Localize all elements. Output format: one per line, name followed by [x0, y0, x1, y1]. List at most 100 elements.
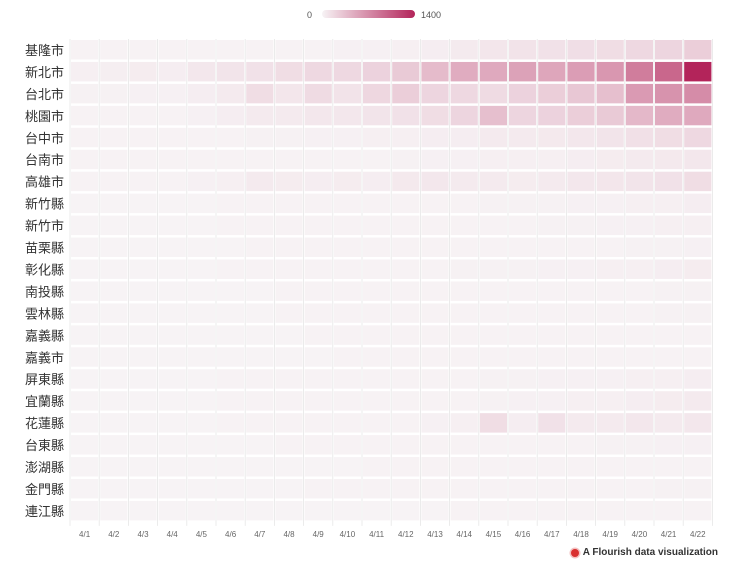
- heatmap-cell[interactable]: [246, 237, 274, 257]
- heatmap-cell[interactable]: [187, 435, 215, 455]
- heatmap-cell[interactable]: [363, 259, 391, 279]
- heatmap-cell[interactable]: [509, 149, 537, 170]
- heatmap-cell[interactable]: [363, 127, 391, 148]
- heatmap-cell[interactable]: [684, 479, 712, 499]
- heatmap-cell[interactable]: [684, 171, 712, 192]
- heatmap-cell[interactable]: [479, 435, 507, 455]
- heatmap-cell[interactable]: [363, 61, 391, 82]
- heatmap-cell[interactable]: [479, 325, 507, 345]
- heatmap-cell[interactable]: [450, 259, 478, 279]
- heatmap-cell[interactable]: [479, 171, 507, 192]
- heatmap-cell[interactable]: [421, 500, 449, 521]
- heatmap-cell[interactable]: [421, 413, 449, 433]
- heatmap-cell[interactable]: [71, 479, 99, 499]
- heatmap-cell[interactable]: [304, 435, 332, 455]
- heatmap-cell[interactable]: [567, 457, 595, 477]
- heatmap-cell[interactable]: [304, 215, 332, 236]
- heatmap-cell[interactable]: [625, 215, 653, 236]
- heatmap-cell[interactable]: [333, 325, 361, 345]
- heatmap-cell[interactable]: [246, 435, 274, 455]
- heatmap-cell[interactable]: [363, 215, 391, 236]
- heatmap-cell[interactable]: [392, 500, 420, 521]
- heatmap-cell[interactable]: [304, 303, 332, 323]
- heatmap-cell[interactable]: [100, 127, 128, 148]
- heatmap-cell[interactable]: [304, 347, 332, 367]
- heatmap-cell[interactable]: [333, 105, 361, 126]
- heatmap-cell[interactable]: [246, 457, 274, 477]
- heatmap-cell[interactable]: [479, 347, 507, 367]
- heatmap-cell[interactable]: [392, 40, 420, 60]
- heatmap-cell[interactable]: [509, 259, 537, 279]
- heatmap-cell[interactable]: [392, 105, 420, 126]
- heatmap-cell[interactable]: [275, 479, 303, 499]
- heatmap-cell[interactable]: [509, 83, 537, 104]
- heatmap-cell[interactable]: [217, 40, 245, 60]
- heatmap-cell[interactable]: [596, 325, 624, 345]
- heatmap-cell[interactable]: [479, 303, 507, 323]
- heatmap-cell[interactable]: [538, 369, 566, 389]
- heatmap-cell[interactable]: [509, 457, 537, 477]
- heatmap-cell[interactable]: [246, 281, 274, 301]
- heatmap-cell[interactable]: [596, 347, 624, 367]
- heatmap-cell[interactable]: [509, 325, 537, 345]
- heatmap-cell[interactable]: [655, 435, 683, 455]
- heatmap-cell[interactable]: [187, 259, 215, 279]
- heatmap-cell[interactable]: [392, 325, 420, 345]
- heatmap-cell[interactable]: [333, 457, 361, 477]
- heatmap-cell[interactable]: [100, 479, 128, 499]
- heatmap-cell[interactable]: [100, 457, 128, 477]
- heatmap-cell[interactable]: [421, 457, 449, 477]
- heatmap-cell[interactable]: [275, 413, 303, 433]
- heatmap-cell[interactable]: [567, 193, 595, 214]
- heatmap-cell[interactable]: [246, 105, 274, 126]
- heatmap-cell[interactable]: [187, 215, 215, 236]
- heatmap-cell[interactable]: [129, 413, 157, 433]
- heatmap-cell[interactable]: [421, 391, 449, 411]
- heatmap-cell[interactable]: [363, 413, 391, 433]
- heatmap-cell[interactable]: [421, 347, 449, 367]
- heatmap-cell[interactable]: [684, 391, 712, 411]
- heatmap-cell[interactable]: [538, 479, 566, 499]
- heatmap-cell[interactable]: [450, 303, 478, 323]
- heatmap-cell[interactable]: [100, 435, 128, 455]
- heatmap-cell[interactable]: [100, 281, 128, 301]
- heatmap-cell[interactable]: [596, 259, 624, 279]
- heatmap-cell[interactable]: [187, 171, 215, 192]
- heatmap-cell[interactable]: [421, 237, 449, 257]
- heatmap-cell[interactable]: [596, 391, 624, 411]
- heatmap-cell[interactable]: [304, 83, 332, 104]
- heatmap-cell[interactable]: [421, 105, 449, 126]
- heatmap-cell[interactable]: [71, 237, 99, 257]
- heatmap-cell[interactable]: [217, 303, 245, 323]
- heatmap-cell[interactable]: [363, 149, 391, 170]
- heatmap-cell[interactable]: [567, 303, 595, 323]
- heatmap-cell[interactable]: [450, 347, 478, 367]
- heatmap-cell[interactable]: [363, 391, 391, 411]
- heatmap-cell[interactable]: [538, 391, 566, 411]
- heatmap-cell[interactable]: [275, 347, 303, 367]
- heatmap-cell[interactable]: [217, 281, 245, 301]
- heatmap-cell[interactable]: [71, 281, 99, 301]
- heatmap-cell[interactable]: [333, 281, 361, 301]
- heatmap-cell[interactable]: [304, 391, 332, 411]
- heatmap-cell[interactable]: [129, 193, 157, 214]
- heatmap-cell[interactable]: [596, 193, 624, 214]
- heatmap-cell[interactable]: [479, 259, 507, 279]
- heatmap-cell[interactable]: [71, 215, 99, 236]
- heatmap-cell[interactable]: [450, 193, 478, 214]
- heatmap-cell[interactable]: [246, 325, 274, 345]
- heatmap-cell[interactable]: [363, 479, 391, 499]
- heatmap-cell[interactable]: [625, 127, 653, 148]
- heatmap-cell[interactable]: [509, 105, 537, 126]
- heatmap-cell[interactable]: [625, 61, 653, 82]
- heatmap-cell[interactable]: [71, 347, 99, 367]
- heatmap-cell[interactable]: [567, 391, 595, 411]
- heatmap-cell[interactable]: [655, 369, 683, 389]
- heatmap-cell[interactable]: [158, 215, 186, 236]
- heatmap-cell[interactable]: [392, 171, 420, 192]
- heatmap-cell[interactable]: [275, 457, 303, 477]
- heatmap-cell[interactable]: [217, 193, 245, 214]
- heatmap-cell[interactable]: [655, 479, 683, 499]
- heatmap-cell[interactable]: [596, 413, 624, 433]
- heatmap-cell[interactable]: [596, 171, 624, 192]
